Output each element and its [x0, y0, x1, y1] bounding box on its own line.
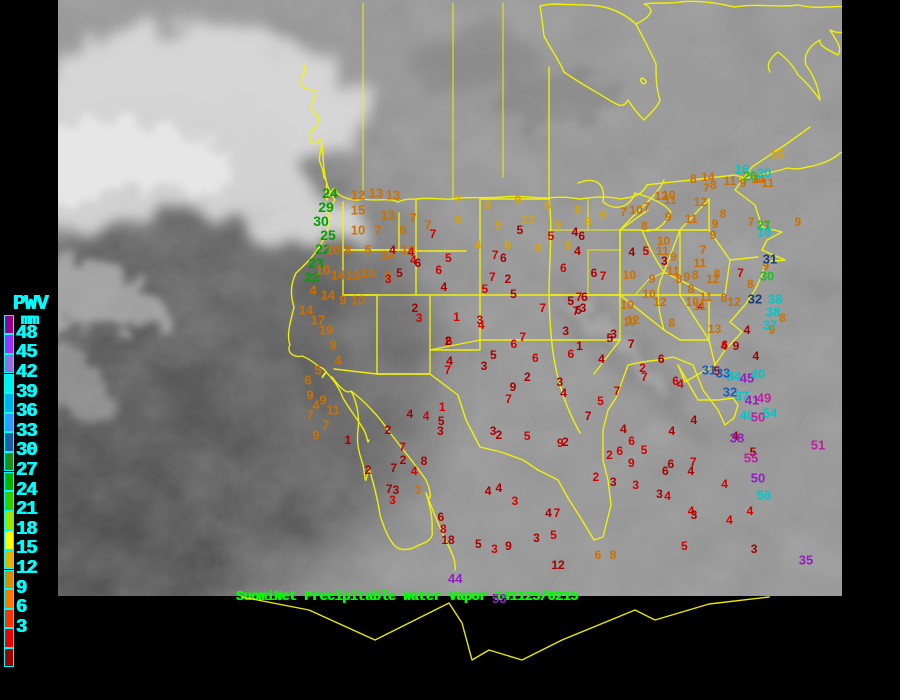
- svg-text:44: 44: [448, 571, 463, 586]
- svg-text:53: 53: [492, 591, 506, 606]
